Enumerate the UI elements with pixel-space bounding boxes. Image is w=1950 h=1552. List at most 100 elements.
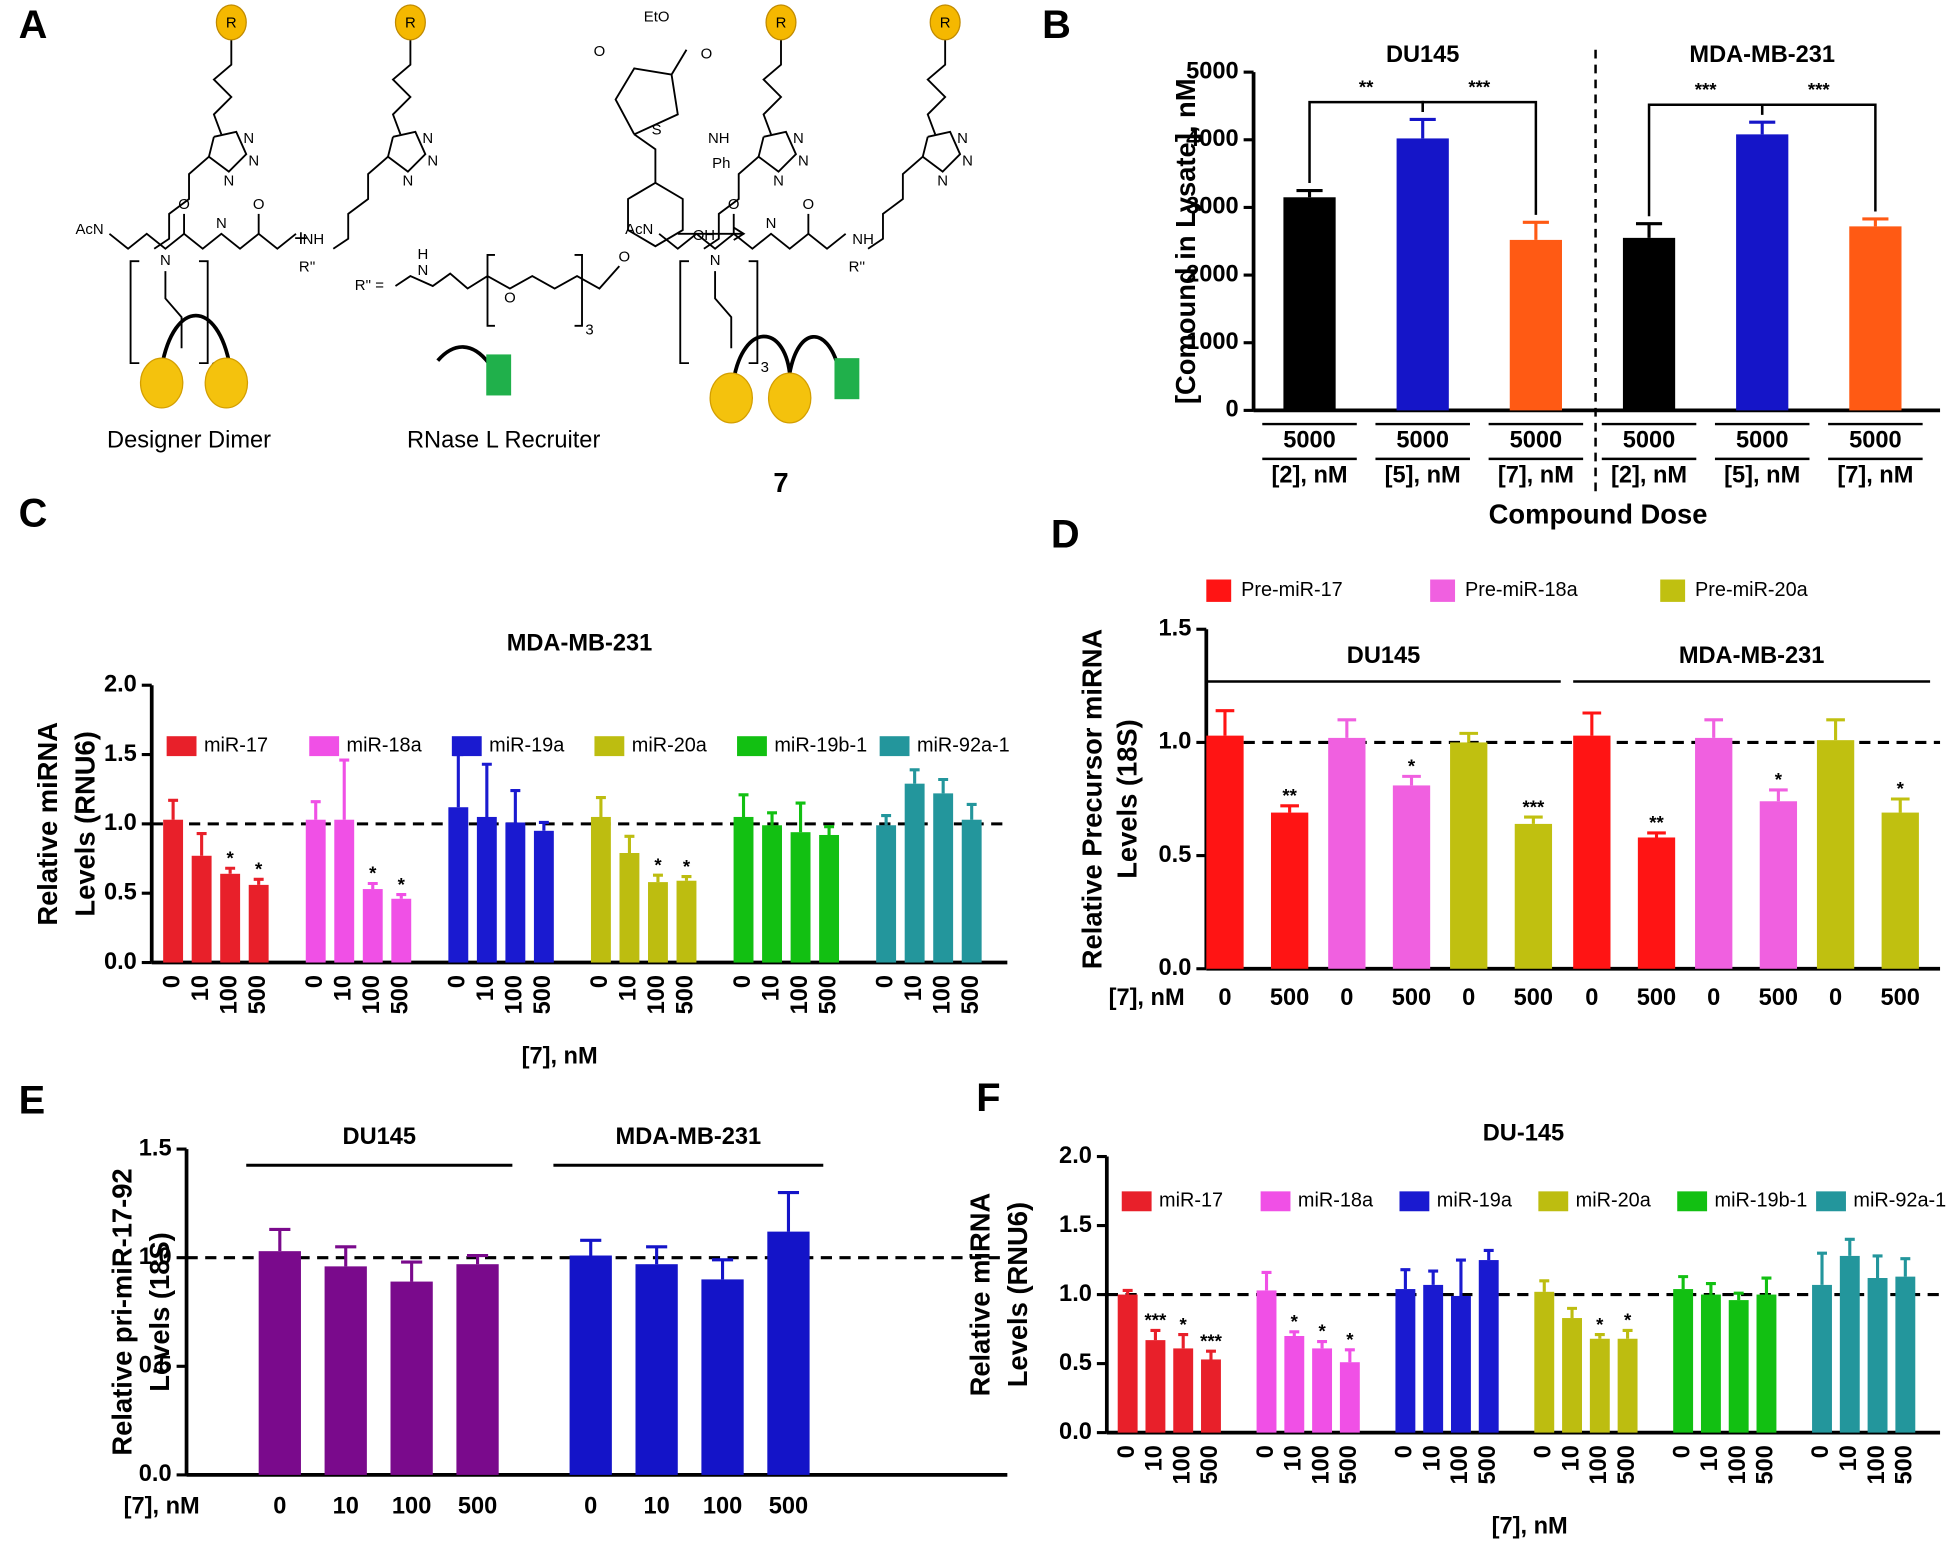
x-tick-label: 0	[1253, 1445, 1279, 1458]
y-axis-label: Levels (RNU6)	[69, 731, 100, 916]
y-axis-label: Relative miRNA	[965, 1193, 996, 1397]
error-bar	[1344, 1348, 1355, 1363]
error-bar	[453, 752, 464, 808]
recruiter-cartoon	[486, 354, 512, 396]
significance-label: **	[1359, 76, 1374, 97]
error-bar	[401, 1260, 423, 1282]
error-bar	[824, 825, 835, 835]
atom: N	[773, 173, 784, 190]
error-bar	[1150, 1328, 1161, 1341]
x-tick-label: 500	[1614, 1445, 1640, 1484]
y-tick-label: 0.5	[139, 1353, 172, 1379]
bar	[648, 882, 668, 963]
atom: R	[776, 15, 787, 32]
group-label: DU145	[1347, 643, 1421, 669]
bracket	[748, 260, 759, 365]
x-tick-label: [5], nM	[1724, 463, 1800, 489]
y-tick-label: 3000	[1186, 194, 1239, 220]
x-tick-label: 0	[1392, 1445, 1418, 1458]
linker-cartoon	[436, 345, 491, 365]
error-bar	[1817, 1251, 1827, 1285]
y-tick-label: 0.0	[104, 949, 137, 975]
significance-label: *	[1318, 1321, 1326, 1342]
x-tick-label: 100	[1169, 1445, 1195, 1484]
atom: O	[253, 196, 265, 213]
atom: O	[178, 196, 190, 213]
legend-swatch	[1206, 579, 1232, 602]
x-tick-label: 500	[1197, 1445, 1223, 1484]
y-tick-label: 0.5	[104, 879, 137, 905]
bar	[1450, 1295, 1471, 1433]
x-tick-label: 100	[216, 975, 242, 1014]
error-bar	[1206, 1349, 1216, 1360]
bar	[767, 1231, 810, 1475]
bar	[1201, 1359, 1221, 1433]
bar	[258, 1251, 301, 1475]
panel-label: C	[19, 492, 48, 536]
panel-label: B	[1042, 3, 1071, 47]
bar	[1312, 1348, 1333, 1433]
y-tick-label: 1.5	[1159, 615, 1192, 641]
bar	[1117, 1294, 1138, 1433]
bar	[1534, 1291, 1555, 1433]
binder-cartoon	[709, 372, 754, 424]
significance-label: *	[1897, 778, 1905, 799]
x-tick-label: 0	[584, 1493, 597, 1519]
x-tick-label: 10	[333, 1493, 359, 1519]
legend-label: miR-92a-1	[1853, 1190, 1946, 1212]
error-bar	[1678, 1275, 1689, 1290]
panel-label: A	[19, 3, 48, 47]
bar	[904, 783, 925, 963]
y-tick-label: 1.0	[139, 1244, 172, 1270]
x-tick-label: 0	[1114, 1445, 1140, 1458]
x-tick-label: 5000	[1736, 428, 1789, 454]
bar	[1756, 1294, 1777, 1433]
triazole	[757, 130, 798, 173]
error-bar	[1705, 1281, 1716, 1295]
y-axis-label: [Comound in Lysate], nM	[1170, 78, 1201, 404]
bar	[1562, 1318, 1582, 1433]
x-tick-label: 0	[273, 1493, 286, 1519]
atom: O	[701, 46, 713, 63]
error-bar	[966, 802, 977, 820]
bar	[1283, 197, 1336, 411]
error-bar	[1459, 731, 1479, 743]
bracket	[129, 260, 140, 365]
legend-label: miR-17	[204, 734, 268, 756]
panel-label: F	[976, 1076, 1000, 1120]
chain	[762, 39, 783, 135]
significance-label: **	[1649, 812, 1664, 833]
error-bar	[1733, 1291, 1744, 1301]
x-tick-label: 500	[1637, 985, 1676, 1011]
group-label: DU145	[1386, 42, 1460, 68]
x-tick-label: 0	[1669, 1445, 1695, 1458]
error-bar	[1296, 188, 1323, 198]
x-tick-label: [7], nM	[1498, 463, 1574, 489]
atom: 3	[585, 322, 593, 339]
significance-label: *	[1596, 1314, 1604, 1335]
error-bar	[1567, 1306, 1578, 1319]
significance-label: *	[683, 856, 691, 877]
bar	[1450, 742, 1488, 969]
error-bar	[1749, 120, 1776, 135]
bracket	[486, 254, 495, 327]
atom: AcN	[625, 221, 653, 238]
error-bar	[938, 777, 949, 794]
error-bar	[681, 875, 692, 881]
atom: N	[766, 215, 777, 232]
x-tick-label: [2], nM	[1272, 463, 1348, 489]
r-group	[765, 4, 797, 41]
significance-label: ***	[1808, 79, 1831, 100]
plus: +	[294, 226, 308, 252]
bar	[1895, 1276, 1916, 1433]
legend-swatch	[1816, 1191, 1846, 1212]
error-bar	[767, 811, 778, 826]
atom: R'' =	[355, 277, 384, 294]
bar	[1173, 1348, 1194, 1433]
backbone	[108, 232, 297, 250]
atom: N	[216, 215, 227, 232]
error-bar	[396, 893, 407, 899]
x-tick-label: 0	[1808, 1445, 1834, 1458]
x-tick-label: 10	[1142, 1445, 1168, 1471]
significance-label: *	[1775, 769, 1783, 790]
